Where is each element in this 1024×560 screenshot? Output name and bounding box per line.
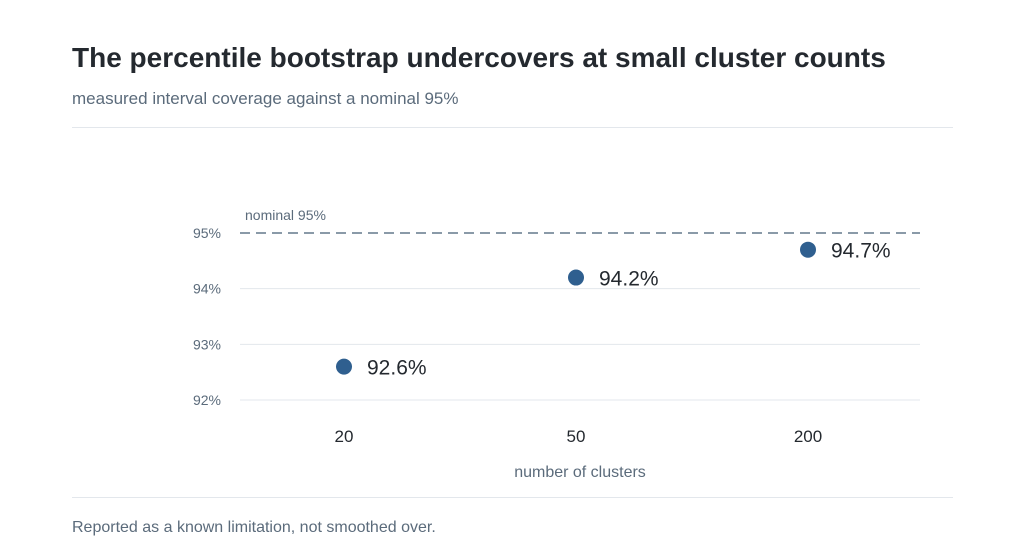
data-point-50 xyxy=(568,269,584,286)
x-tick-labels: 20 50 200 xyxy=(335,427,823,446)
bottom-divider xyxy=(72,497,953,498)
x-axis-label: number of clusters xyxy=(514,464,646,481)
x-tick-label-200: 200 xyxy=(794,427,822,446)
chart-title: The percentile bootstrap undercovers at … xyxy=(72,42,886,73)
data-label-50: 94.2% xyxy=(599,268,659,291)
data-point-20 xyxy=(336,358,352,375)
data-label-200: 94.7% xyxy=(831,240,891,263)
y-tick-label-93: 93% xyxy=(193,336,221,352)
data-point-200 xyxy=(800,241,816,258)
grid-layer xyxy=(240,288,920,401)
reference-line-label: nominal 95% xyxy=(245,207,326,223)
chart-subtitle: measured interval coverage against a nom… xyxy=(72,89,459,108)
y-tick-label-94: 94% xyxy=(193,281,221,297)
y-tick-labels: 92% 93% 94% 95% xyxy=(193,225,221,408)
x-tick-label-50: 50 xyxy=(567,427,586,446)
y-tick-label-92: 92% xyxy=(193,392,221,408)
footnote: Reported as a known limitation, not smoo… xyxy=(72,519,436,536)
data-label-20: 92.6% xyxy=(367,357,427,380)
reference-layer: nominal 95% xyxy=(240,207,920,234)
points-layer: 92.6% 94.2% 94.7% xyxy=(336,240,891,380)
y-tick-label-95: 95% xyxy=(193,225,221,241)
top-divider xyxy=(72,127,953,128)
x-tick-label-20: 20 xyxy=(335,427,354,446)
